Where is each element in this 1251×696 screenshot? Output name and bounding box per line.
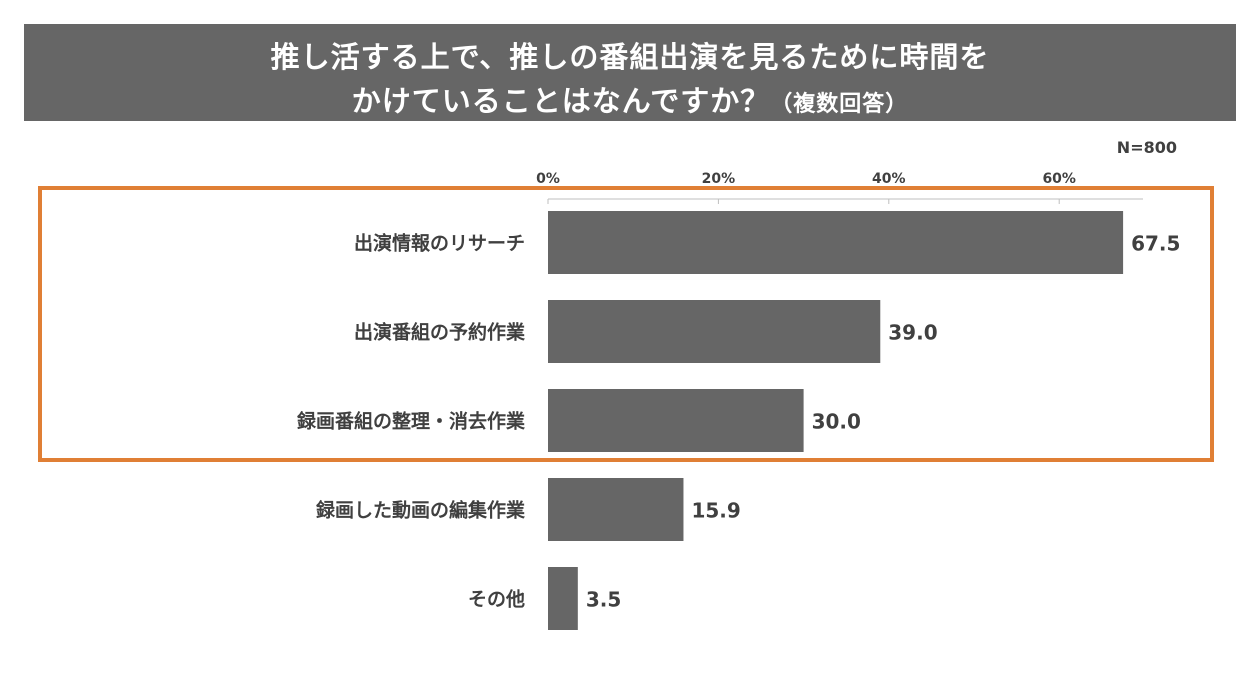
chart-title-band: 推し活する上で、推しの番組出演を見るために時間を かけていることはなんですか？（… — [24, 24, 1236, 121]
x-tick-label: 60% — [1042, 171, 1076, 187]
value-label: 15.9 — [691, 499, 740, 523]
bar — [548, 389, 804, 452]
chart-title-line1: 推し活する上で、推しの番組出演を見るために時間を — [270, 40, 990, 74]
category-label: 録画番組の整理・消去作業 — [297, 410, 526, 433]
bar — [548, 567, 578, 630]
x-tick-label: 20% — [702, 171, 736, 187]
category-label: 出演番組の予約作業 — [354, 321, 526, 344]
category-label: 録画した動画の編集作業 — [316, 499, 526, 522]
value-label: 30.0 — [812, 410, 861, 434]
value-label: 39.0 — [888, 321, 937, 345]
chart-title-suffix: （複数回答） — [770, 92, 909, 117]
bar — [548, 211, 1124, 274]
bar — [548, 478, 684, 541]
bars-group: 出演情報のリサーチ 67.5 出演番組の予約作業 39.0 録画番組の整理・消去作業 30… — [297, 211, 1180, 630]
value-label: 67.5 — [1131, 232, 1180, 256]
chart-title-line2: かけていることはなんですか？（複数回答） — [24, 78, 1236, 120]
sample-size-label: N=800 — [1116, 138, 1177, 157]
highlight-box — [38, 186, 1214, 462]
x-tick-label: 0% — [536, 171, 560, 187]
category-label: 出演情報のリサーチ — [354, 232, 525, 255]
category-label: その他 — [468, 588, 525, 611]
bar — [548, 300, 881, 363]
x-axis: 0% 20% 40% 60% — [536, 171, 1143, 204]
x-tick-label: 40% — [872, 171, 906, 187]
value-label: 3.5 — [586, 588, 621, 612]
chart-title-line2-text: かけていることはなんですか？ — [351, 84, 771, 118]
